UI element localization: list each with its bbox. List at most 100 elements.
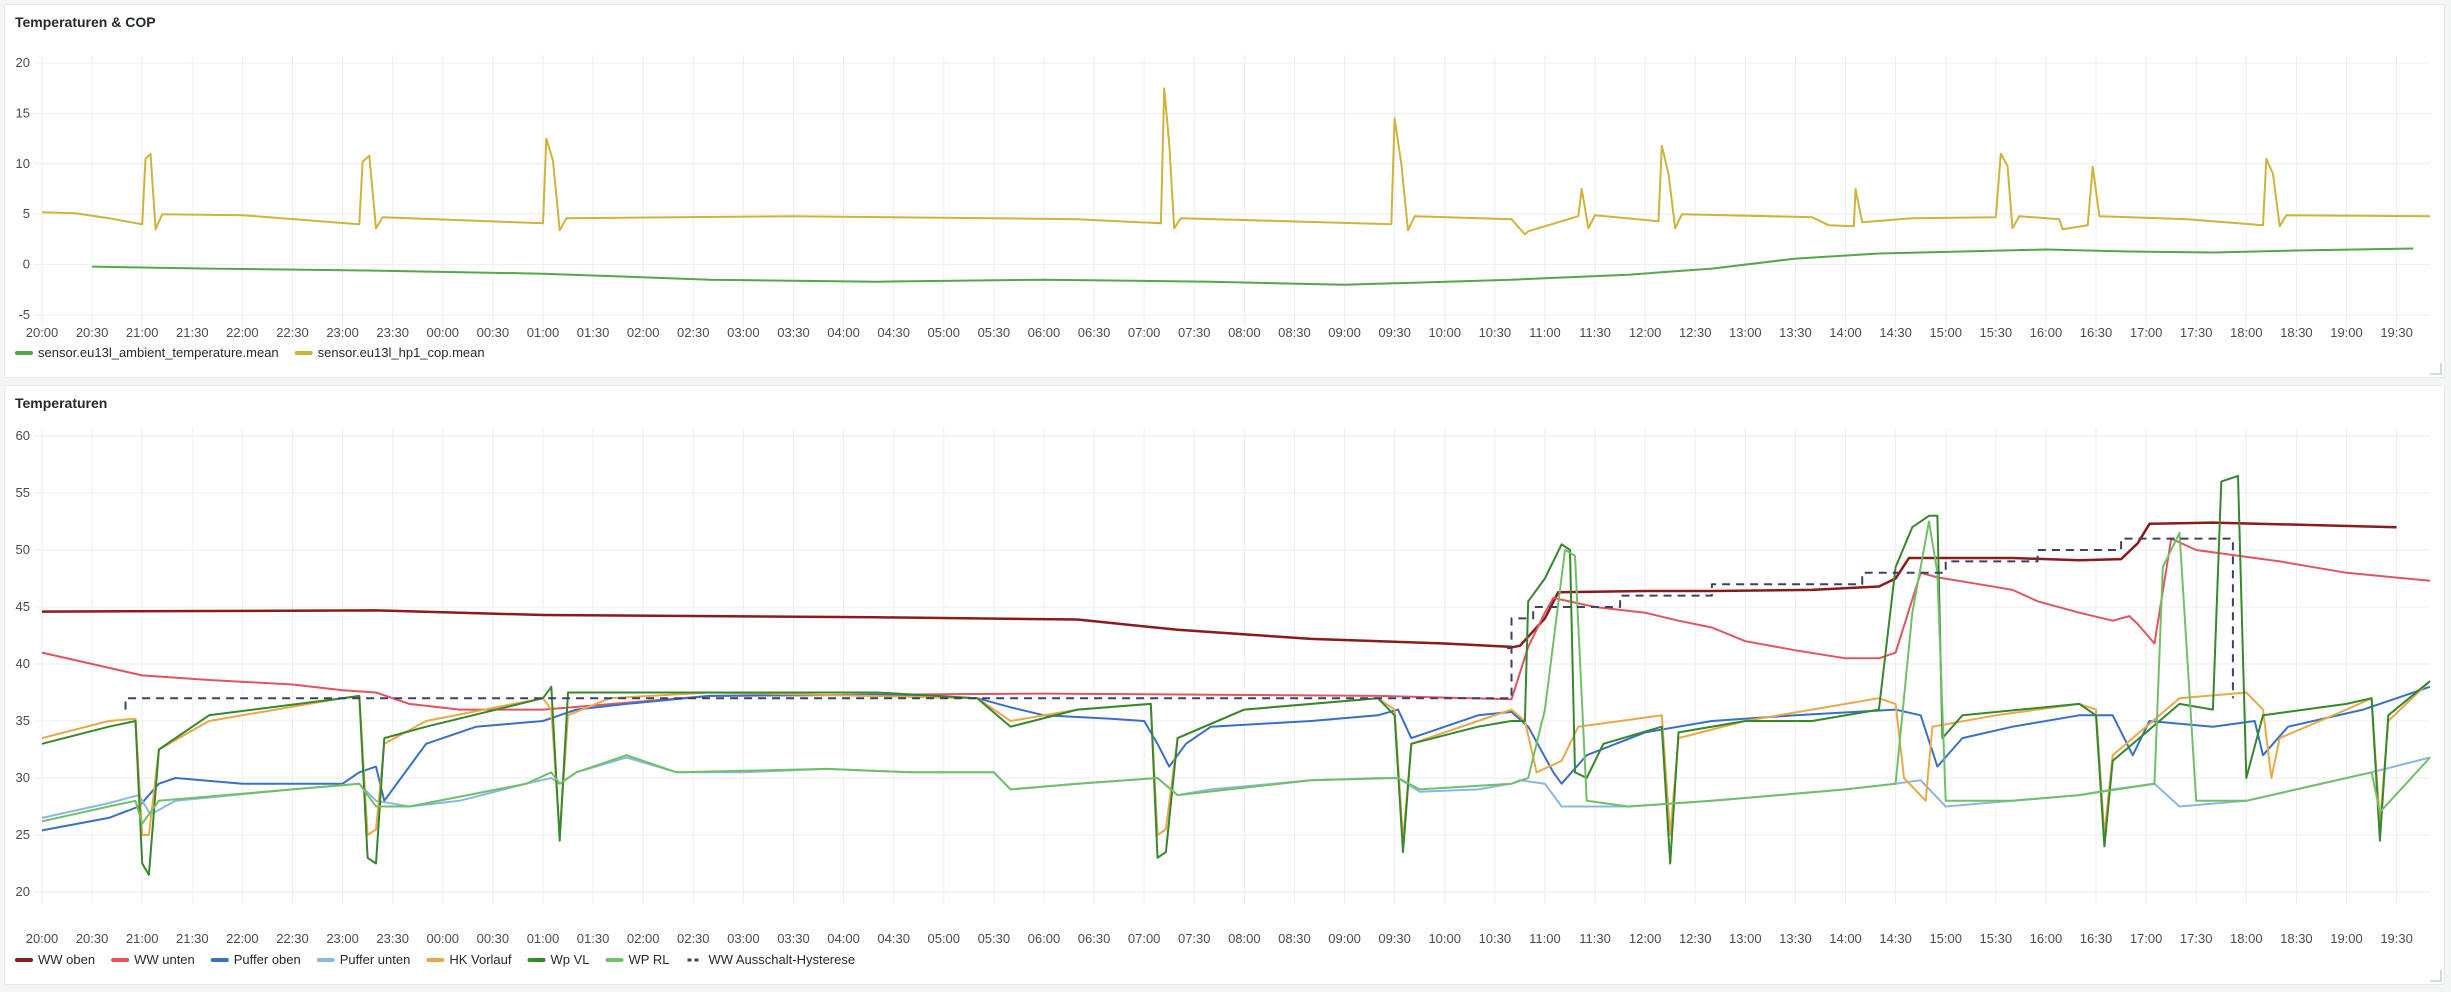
x-tick-label: 14:30: [1879, 931, 1912, 946]
x-tick-label: 20:30: [76, 325, 109, 340]
legend-item[interactable]: WP RL: [605, 952, 670, 967]
y-tick-label: 60: [16, 428, 30, 443]
legend-item[interactable]: WW Ausschalt-Hysterese: [687, 952, 855, 967]
x-tick-label: 17:00: [2130, 931, 2163, 946]
x-tick-label: 00:30: [477, 325, 510, 340]
x-tick-label: 23:00: [326, 931, 359, 946]
resize-handle[interactable]: [2430, 970, 2442, 982]
x-tick-label: 02:30: [677, 325, 710, 340]
x-tick-label: 13:30: [1779, 325, 1812, 340]
x-tick-label: 15:00: [1929, 325, 1962, 340]
x-tick-label: 06:00: [1028, 325, 1061, 340]
x-tick-label: 15:00: [1929, 931, 1962, 946]
y-tick-label: 5: [23, 206, 30, 221]
y-tick-label: 35: [16, 713, 30, 728]
x-tick-label: 07:30: [1178, 325, 1211, 340]
y-tick-label: 55: [16, 485, 30, 500]
x-tick-label: 11:30: [1579, 931, 1611, 946]
x-tick-label: 13:00: [1729, 325, 1762, 340]
legend-label: WW Ausschalt-Hysterese: [708, 952, 855, 967]
legend-label: sensor.eu13l_ambient_temperature.mean: [38, 345, 279, 360]
panel-title: Temperaturen & COP: [15, 14, 156, 30]
x-tick-label: 18:00: [2230, 931, 2263, 946]
y-tick-label: 45: [16, 599, 30, 614]
x-tick-label: 16:30: [2080, 325, 2113, 340]
x-tick-label: 05:00: [927, 325, 960, 340]
series-line-5[interactable]: [41, 474, 2431, 876]
chart-temperaturen-cop[interactable]: -5 0 5 10 15 20 20:00 20:30 21:00 21:30 22:00 22:30…: [5, 5, 2445, 378]
x-tick-label: 07:30: [1178, 931, 1211, 946]
x-tick-label: 05:00: [927, 931, 960, 946]
x-tick-label: 04:00: [827, 325, 860, 340]
x-tick-label: 01:30: [577, 931, 610, 946]
legend-item[interactable]: WW oben: [15, 952, 95, 967]
legend-item[interactable]: WW unten: [111, 952, 195, 967]
legend-label: sensor.eu13l_hp1_cop.mean: [318, 345, 485, 360]
x-tick-label: 14:00: [1829, 931, 1862, 946]
legend-label: HK Vorlauf: [449, 952, 512, 967]
panel-title: Temperaturen: [15, 395, 108, 411]
legend-label: WW unten: [134, 952, 195, 967]
x-tick-label: 06:30: [1078, 325, 1111, 340]
x-tick-label: 22:00: [226, 931, 259, 946]
legend-item[interactable]: Puffer oben: [210, 952, 301, 967]
series-line-2[interactable]: [41, 685, 2431, 832]
x-tick-label: 10:30: [1479, 325, 1512, 340]
x-tick-label: 09:00: [1328, 325, 1361, 340]
y-tick-label: 25: [16, 827, 30, 842]
x-tick-label: 21:00: [126, 325, 159, 340]
x-tick-label: 09:00: [1328, 931, 1361, 946]
x-tick-label: 00:00: [427, 931, 460, 946]
legend-label: Puffer oben: [234, 952, 301, 967]
x-tick-label: 20:00: [26, 931, 59, 946]
series-line-1[interactable]: [41, 537, 2431, 711]
x-tick-label: 18:30: [2280, 325, 2313, 340]
chart-temperaturen[interactable]: 20 25 30 35 40 45 50 55 60 20:00 20:30 21:00 21:30 22…: [5, 386, 2445, 985]
y-tick-label: 30: [16, 770, 30, 785]
y-tick-label: 10: [16, 156, 30, 171]
x-tick-label: 14:30: [1879, 325, 1912, 340]
legend-item[interactable]: sensor.eu13l_hp1_cop.mean: [294, 345, 485, 360]
y-tick-label: 20: [16, 884, 30, 899]
x-tick-label: 19:30: [2380, 325, 2413, 340]
legend-item[interactable]: Puffer unten: [316, 952, 411, 967]
legend-item[interactable]: sensor.eu13l_ambient_temperature.mean: [15, 345, 279, 360]
panel-temperaturen: Temperaturen 20 25 30 35 40 45 50 55 60 20:00 20:3…: [4, 385, 2445, 985]
x-tick-label: 21:30: [176, 325, 209, 340]
legend-item[interactable]: HK Vorlauf: [426, 952, 512, 967]
x-tick-label: 21:00: [126, 931, 159, 946]
x-tick-label: 22:30: [276, 931, 309, 946]
x-tick-label: 01:00: [527, 325, 560, 340]
series-line-6[interactable]: [41, 520, 2431, 825]
x-tick-label: 03:00: [727, 931, 760, 946]
x-tick-label: 03:30: [777, 931, 810, 946]
x-tick-label: 09:30: [1378, 325, 1411, 340]
y-tick-label: 40: [16, 656, 30, 671]
x-tick-label: 15:30: [1980, 931, 2013, 946]
x-tick-label: 19:30: [2380, 931, 2413, 946]
x-tick-label: 11:00: [1529, 325, 1561, 340]
x-tick-label: 17:30: [2180, 931, 2213, 946]
x-tick-label: 16:00: [2030, 325, 2063, 340]
y-tick-label: 20: [16, 55, 30, 70]
x-tick-label: 08:00: [1228, 325, 1261, 340]
legend-label: Puffer unten: [340, 952, 411, 967]
x-tick-label: 20:30: [76, 931, 109, 946]
x-tick-label: 08:00: [1228, 931, 1261, 946]
x-tick-label: 22:30: [276, 325, 309, 340]
legend-item[interactable]: Wp VL: [527, 952, 590, 967]
x-tick-label: 04:00: [827, 931, 860, 946]
series-line-0[interactable]: [92, 247, 2414, 286]
x-tick-label: 02:00: [627, 931, 660, 946]
x-tick-label: 05:30: [978, 931, 1011, 946]
resize-handle[interactable]: [2430, 363, 2442, 375]
x-tick-label: 00:00: [427, 325, 460, 340]
series-line-7[interactable]: [124, 537, 2234, 710]
legend-label: Wp VL: [551, 952, 590, 967]
x-tick-label: 23:00: [326, 325, 359, 340]
x-tick-label: 12:30: [1679, 325, 1712, 340]
x-tick-label: 06:00: [1028, 931, 1061, 946]
series-line-1[interactable]: [41, 87, 2431, 236]
series-line-0[interactable]: [41, 521, 2397, 650]
x-tick-label: 02:30: [677, 931, 710, 946]
